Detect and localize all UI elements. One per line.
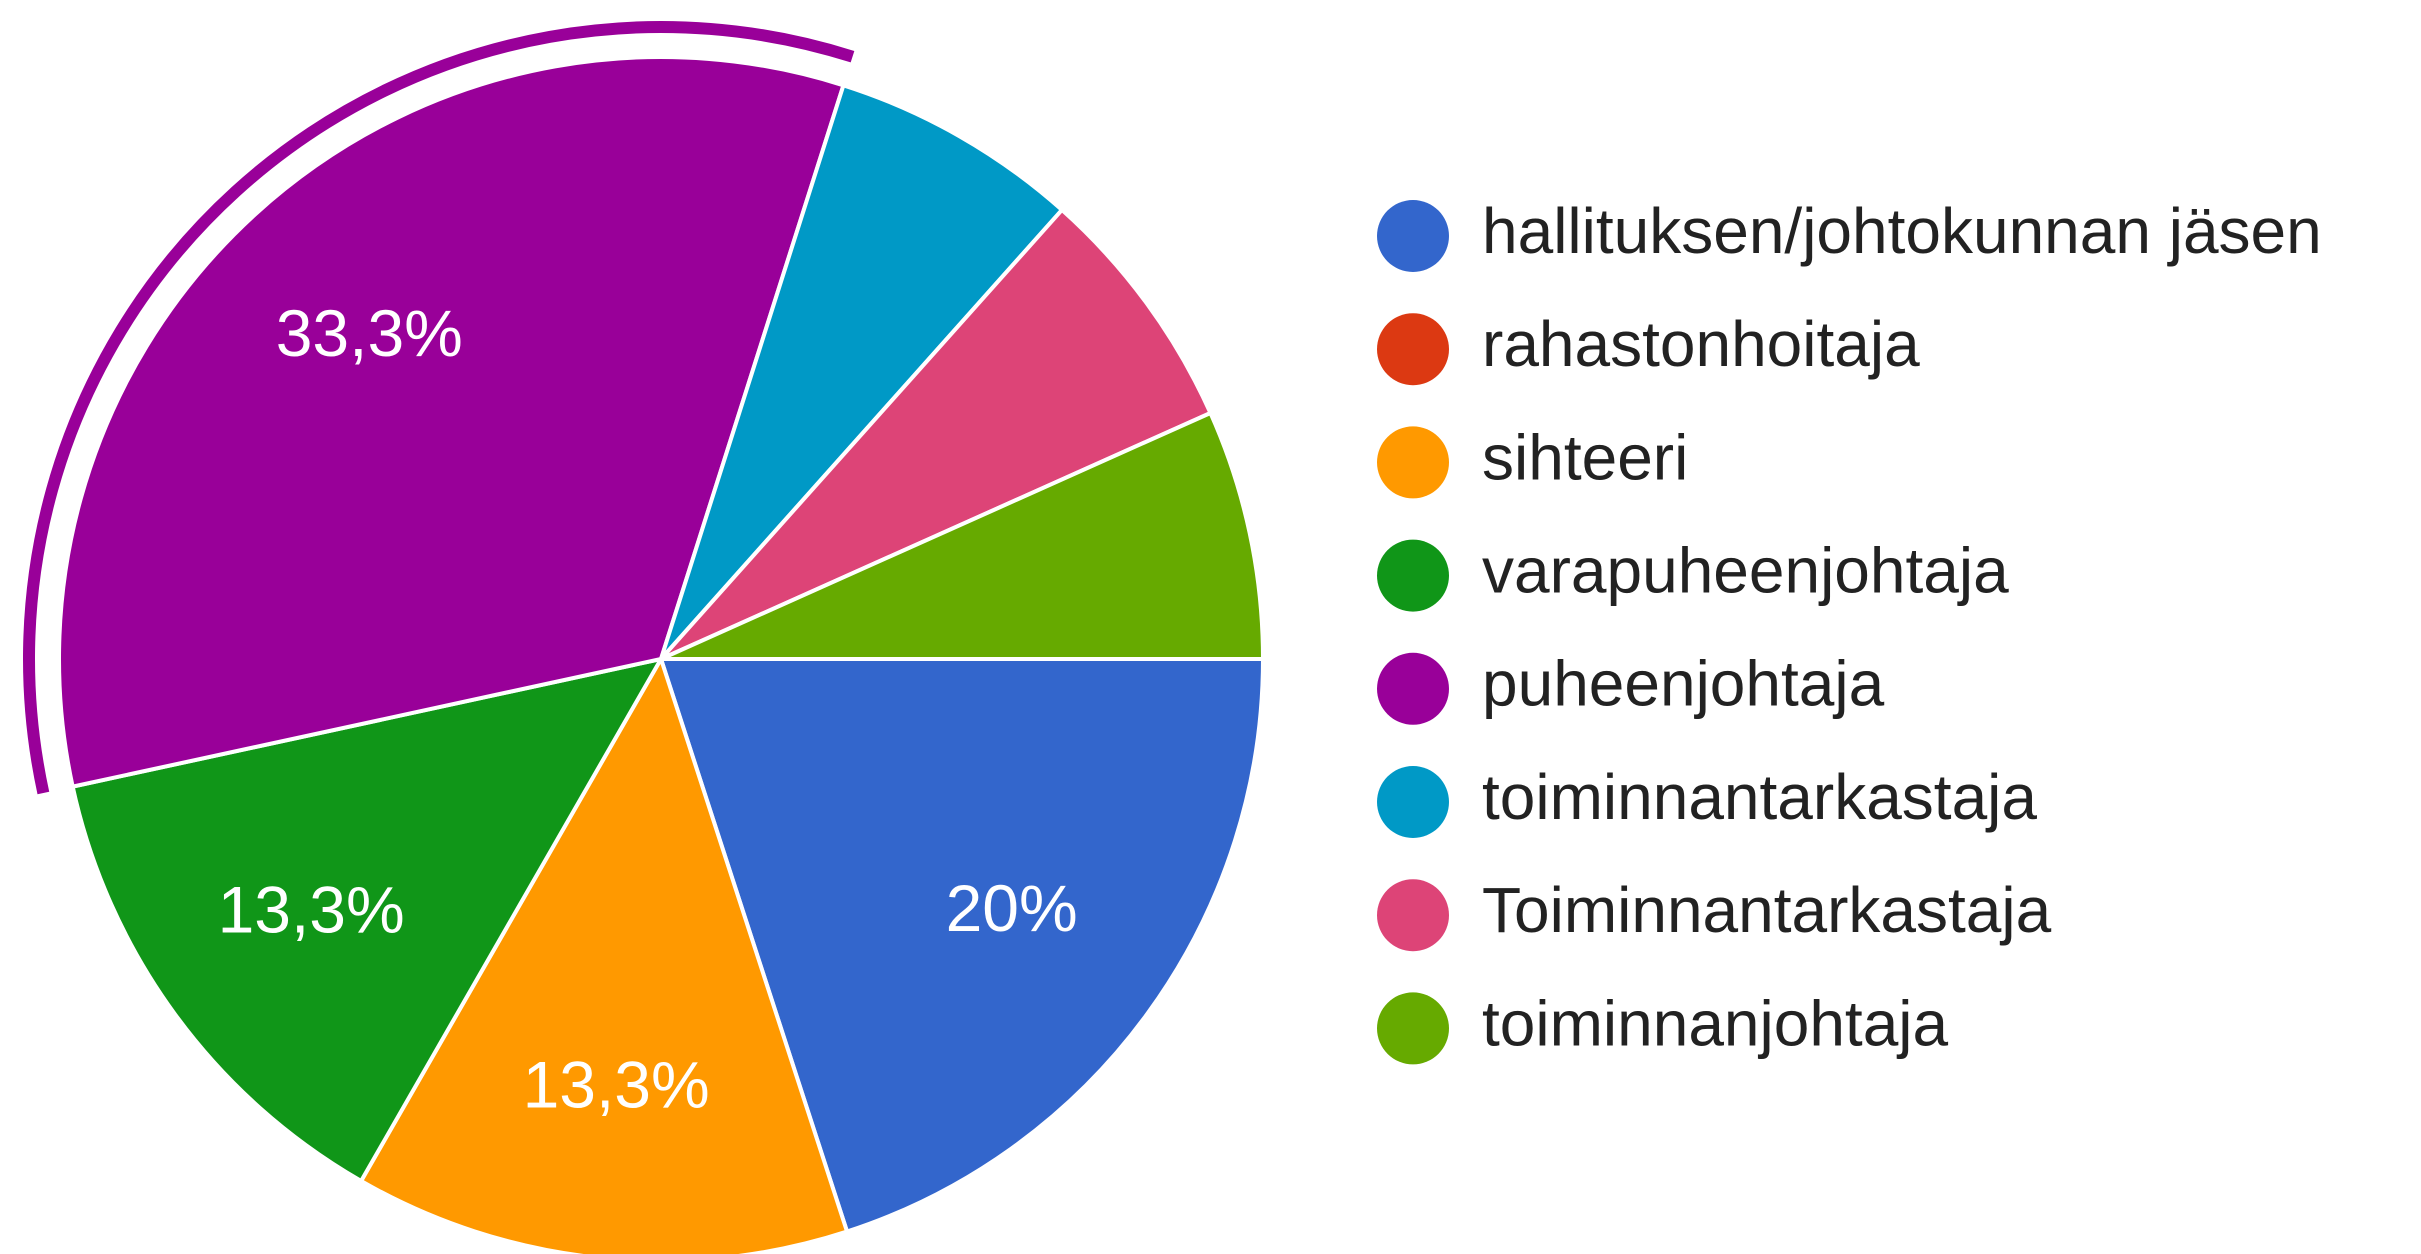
pie-slice [57,55,846,790]
pie-slice [358,654,850,1254]
legend-marker [1377,200,1449,272]
legend-marker [1377,652,1449,725]
legend-label: varapuheenjohtaja [1482,535,2009,607]
slice-label: 13,3% [523,1048,710,1122]
legend-label: Toiminnantarkastaja [1482,874,2052,946]
legend-marker [1377,879,1449,952]
legend-label: toiminnanjohtaja [1482,987,1949,1059]
legend-label: rahastonhoitaja [1482,308,1920,380]
slice-label: 13,3% [218,872,405,946]
pie-slice [659,207,1214,661]
legend-marker [1377,766,1449,838]
slice-label: 33,3% [276,296,463,370]
legend-marker [1377,313,1449,386]
pie-slice [660,410,1266,661]
legend-label: puheenjohtaja [1482,648,1885,720]
legend-label: hallituksen/johtokunnan jäsen [1482,195,2322,267]
legend-marker [1377,992,1449,1065]
slice-label: 20% [946,871,1078,945]
highlight-arc [23,21,855,795]
legend-label: toiminnantarkastaja [1482,761,2037,833]
pie-slice [658,657,1266,1235]
legend-marker [1377,426,1449,499]
pie-slice [70,656,665,1184]
legend-marker [1377,539,1449,612]
legend-label: sihteeri [1482,421,1688,493]
pie-slice [659,82,1065,661]
